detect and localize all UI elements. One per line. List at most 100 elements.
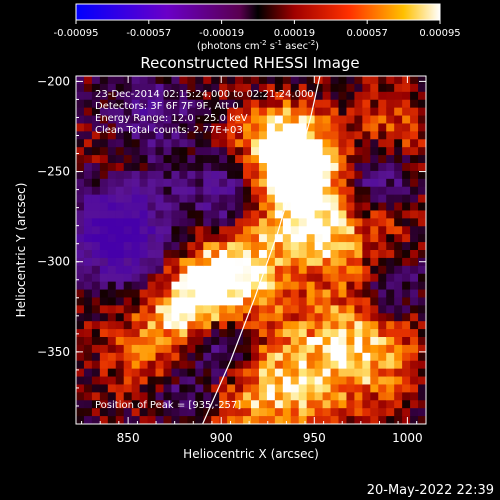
heatmap-cell [370,329,379,338]
heatmap-cell [306,139,316,148]
heatmap-cell [99,186,109,196]
heatmap-cell [139,337,149,346]
heatmap-cell [107,202,117,212]
heatmap-cell [410,99,419,109]
heatmap-cell [76,131,85,140]
heatmap-cell [330,265,340,275]
heatmap-cell [139,360,149,370]
heatmap-cell [362,329,371,338]
heatmap-cell [322,194,332,204]
heatmap-cell [219,265,228,275]
heatmap-cell [147,337,157,346]
heatmap-cell [76,242,85,251]
heatmap-cell [123,384,133,393]
heatmap-cell [211,147,220,156]
x-tick-label: 850 [117,431,140,445]
heatmap-cell [338,226,348,235]
heatmap-cell [322,408,332,417]
heatmap-cell [131,210,141,219]
heatmap-cell [386,313,395,322]
heatmap-cell [243,155,252,164]
heatmap-cell [227,289,236,299]
heatmap-cell [290,226,300,235]
heatmap-cell [306,107,316,117]
heatmap-cell [155,416,165,424]
heatmap-cell [354,178,363,188]
heatmap-cell [187,376,196,386]
heatmap-cell [163,210,173,219]
heatmap-cell [282,368,292,378]
heatmap-cell [282,408,292,417]
heatmap-cell [83,218,93,227]
heatmap-cell [155,313,165,322]
heatmap-cell [251,337,260,346]
heatmap-cell [258,384,268,393]
heatmap-cell [394,281,403,291]
heatmap-cell [402,210,411,219]
heatmap-cell [386,202,395,212]
heatmap-cell [282,344,292,354]
heatmap-cell [107,344,117,354]
heatmap-cell [298,194,308,204]
heatmap-cell [203,344,212,354]
heatmap-cell [83,163,93,172]
heatmap-cell [115,186,125,196]
heatmap-cell [187,368,196,378]
heatmap-cell [282,384,292,393]
heatmap-cell [171,147,181,156]
heatmap-cell [370,83,379,93]
heatmap-cell [179,384,188,393]
heatmap-cell [115,107,125,117]
heatmap-cell [402,337,411,346]
heatmap-cell [147,107,157,117]
heatmap-cell [219,115,228,125]
heatmap-cell [394,297,403,306]
heatmap-cell [83,344,93,354]
heatmap-cell [330,170,340,180]
heatmap-cell [314,289,324,299]
heatmap-cell [195,218,204,227]
heatmap-cell [131,131,141,140]
heatmap-cell [290,368,300,378]
heatmap-cell [195,352,204,362]
heatmap-cell [115,313,125,322]
heatmap-cell [235,194,244,204]
heatmap-cell [99,234,109,243]
heatmap-cell [155,115,165,125]
heatmap-cell [123,297,133,306]
heatmap-cell [362,131,371,140]
heatmap-cell [370,210,379,219]
heatmap-cell [227,305,236,314]
heatmap-cell [394,273,403,283]
heatmap-cell [402,368,411,378]
heatmap-cell [76,321,85,330]
heatmap-cell [251,99,260,109]
heatmap-cell [266,131,276,140]
heatmap-cell [346,202,356,212]
heatmap-cell [107,416,117,424]
heatmap-cell [195,234,204,243]
heatmap-cell [330,360,340,370]
heatmap-cell [179,155,188,164]
heatmap-cell [171,202,181,212]
heatmap-cell [187,147,196,156]
heatmap-cell [219,313,228,322]
heatmap-cell [266,329,276,338]
heatmap-cell [346,329,356,338]
heatmap-cell [243,384,252,393]
heatmap-cell [115,250,125,259]
heatmap-cell [290,392,300,401]
heatmap-cell [306,321,316,330]
heatmap-cell [330,194,340,204]
heatmap-cell [227,218,236,227]
heatmap-cell [306,400,316,409]
heatmap-cell [91,337,101,346]
heatmap-cell [394,139,403,148]
heatmap-cell [203,131,212,140]
heatmap-cell [195,305,204,314]
heatmap-cell [290,344,300,354]
heatmap-cell [203,416,212,424]
heatmap-cell [163,194,173,204]
heatmap-cell [330,234,340,243]
heatmap-cell [203,210,212,219]
